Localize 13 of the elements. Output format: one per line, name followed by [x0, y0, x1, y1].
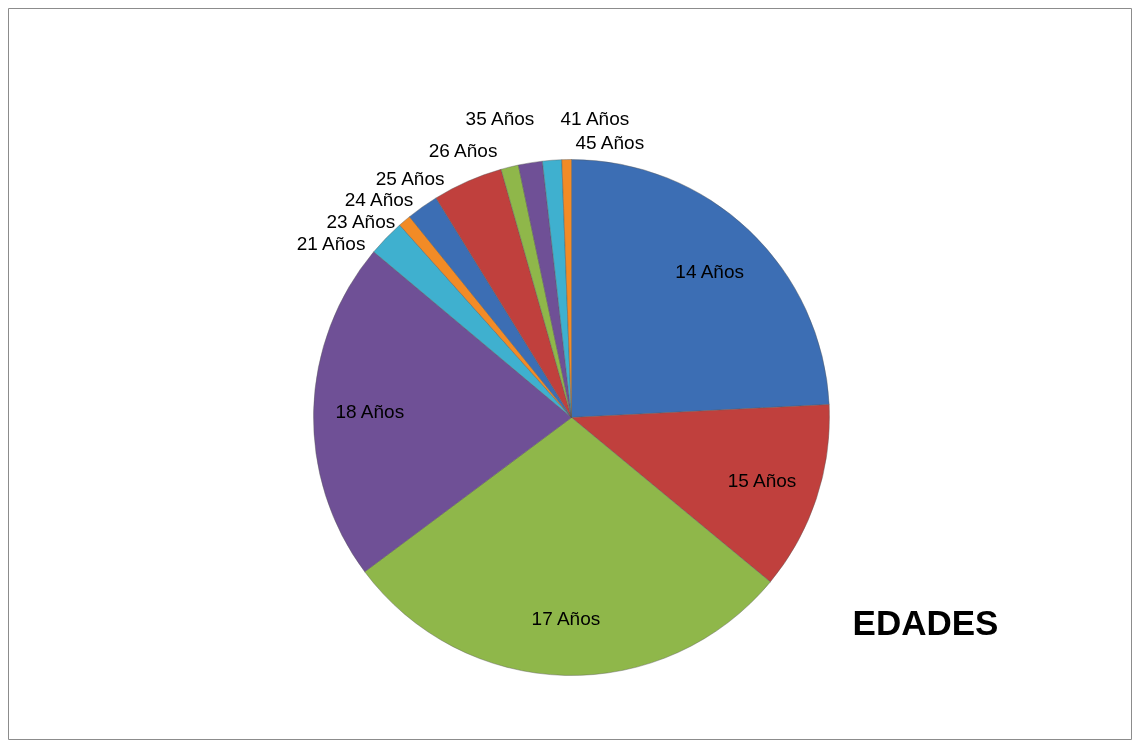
slice-label: 23 Años — [326, 211, 396, 233]
slice-label: 26 Años — [428, 139, 498, 161]
slice-label: 15 Años — [727, 470, 797, 492]
slice-label: 45 Años — [575, 132, 645, 153]
slice-label: 18 Años — [335, 401, 405, 423]
slice-label: 17 Años — [531, 608, 601, 630]
slice-label: 35 Años — [465, 108, 535, 130]
text: EDADES — [852, 603, 999, 642]
slice-label: 14 Años — [675, 261, 744, 283]
slice-label: 25 Años — [375, 168, 445, 190]
slice-label: 41 Años — [560, 107, 630, 129]
slice-label: 24 Años — [344, 189, 414, 211]
slice-label: 21 Años — [296, 233, 366, 255]
